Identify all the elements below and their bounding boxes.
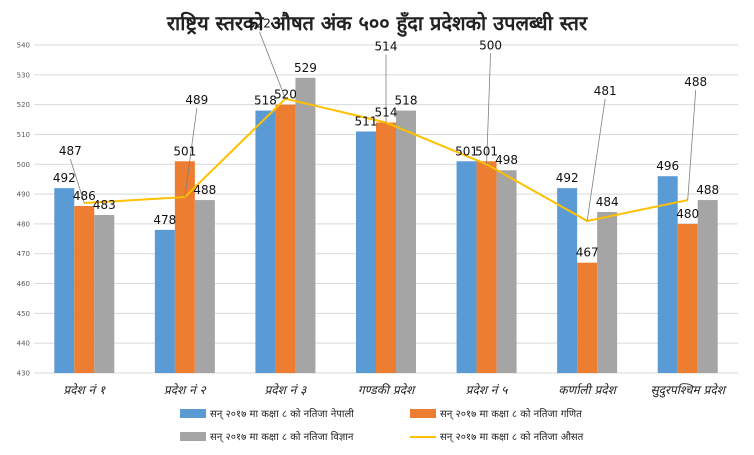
data-label: 518	[395, 94, 418, 108]
data-label: 483	[93, 198, 116, 212]
data-label: 478	[153, 213, 176, 227]
bar	[577, 262, 598, 373]
bar	[154, 229, 175, 373]
y-tick-label: 540	[17, 42, 30, 50]
data-label: 467	[576, 246, 599, 260]
data-label: 492	[53, 171, 76, 185]
bar	[255, 110, 276, 373]
data-label: 501	[455, 144, 478, 158]
data-label: 522	[248, 17, 271, 31]
bar	[657, 176, 678, 373]
leader-line	[184, 108, 198, 198]
legend-swatch	[410, 409, 436, 418]
data-label: 486	[73, 189, 96, 203]
x-tick-label: प्रदेश नं ३	[264, 383, 307, 397]
y-axis-ticks: 430 440 450 460 470 480 490 500 510 520 530 540	[17, 42, 30, 378]
data-label: 492	[556, 171, 579, 185]
bar	[697, 200, 718, 373]
y-tick-label: 520	[17, 101, 30, 109]
data-label: 514	[375, 40, 398, 54]
bar	[174, 161, 195, 373]
y-tick-label: 500	[17, 161, 30, 169]
x-tick-label: प्रदेश नं ५	[466, 383, 509, 397]
bar	[557, 188, 578, 373]
data-label: 484	[596, 195, 619, 209]
data-label: 487	[59, 144, 82, 158]
leader-line	[687, 90, 697, 201]
legend-label: सन् २०१७ मा कक्षा ८ को नतिजा नेपाली	[210, 408, 354, 420]
x-tick-label: कर्णाली प्रदेश	[558, 383, 618, 397]
average-line	[69, 31, 697, 222]
y-tick-label: 490	[17, 191, 30, 199]
bar	[54, 188, 75, 373]
bar	[356, 131, 376, 373]
bar	[496, 170, 517, 373]
y-tick-label: 430	[17, 370, 30, 378]
data-label: 489	[185, 93, 208, 107]
legend-swatch	[180, 409, 206, 418]
leader-line	[69, 158, 85, 204]
chart-title: राष्ट्रिय स्तरको औषत अंक ५०० हुँदा प्रदे…	[166, 11, 588, 37]
y-tick-label: 460	[17, 280, 30, 288]
leader-line	[486, 53, 491, 165]
data-label: 514	[375, 106, 398, 120]
legend-label: सन् २०१७ मा कक्षा ८ को नतिजा औसत	[440, 431, 584, 443]
bar	[677, 223, 698, 373]
y-tick-label: 440	[17, 340, 30, 348]
bar	[275, 104, 296, 374]
data-label: 500	[479, 38, 502, 52]
data-label: 498	[495, 153, 518, 167]
x-tick-label: प्रदेश नं १	[63, 383, 106, 397]
y-tick-label: 480	[17, 220, 30, 228]
data-label: 496	[656, 159, 679, 173]
data-label: 488	[696, 183, 719, 197]
data-label: 529	[294, 61, 317, 75]
legend-label: सन् २०१७ मा कक्षा ८ को नतिजा गणित	[440, 408, 582, 420]
data-label: 518	[254, 94, 277, 108]
y-tick-label: 510	[17, 131, 30, 139]
x-tick-label: सुदुरपश्चिम प्रदेश	[651, 383, 728, 398]
bar	[476, 161, 497, 373]
x-axis-ticks: प्रदेश नं १ प्रदेश नं २ प्रदेश नं ३ गण्डकी …	[63, 383, 727, 398]
legend-swatch	[180, 432, 206, 441]
leader-line	[259, 31, 286, 99]
legend: सन् २०१७ मा कक्षा ८ को नतिजा नेपाली सन् २…	[180, 408, 584, 443]
bar	[295, 77, 316, 374]
bar	[597, 211, 618, 373]
data-label: 488	[193, 183, 216, 197]
leader-line	[586, 98, 606, 221]
bar	[396, 110, 416, 373]
bar	[376, 122, 396, 373]
data-label: 511	[355, 114, 378, 128]
bar	[456, 161, 477, 373]
data-label: 481	[594, 84, 617, 98]
data-label: 520	[274, 88, 297, 102]
bar	[194, 200, 215, 373]
y-tick-label: 530	[17, 71, 30, 79]
data-label: 501	[173, 144, 196, 158]
bar	[74, 206, 95, 373]
bars	[54, 77, 718, 374]
y-tick-label: 450	[17, 310, 30, 318]
data-label: 488	[684, 75, 707, 89]
legend-label: सन् २०१७ मा कक्षा ८ को नतिजा विज्ञान	[210, 431, 354, 443]
bar	[94, 214, 115, 373]
x-tick-label: गण्डकी प्रदेश	[358, 383, 417, 397]
data-label: 480	[676, 207, 699, 221]
x-tick-label: प्रदेश नं २	[164, 383, 207, 397]
data-labels: 492 478 518 511 501 492 496 486 501 520 514 501 467 4…	[53, 17, 719, 260]
y-tick-label: 470	[17, 250, 30, 258]
data-label: 501	[475, 144, 498, 158]
